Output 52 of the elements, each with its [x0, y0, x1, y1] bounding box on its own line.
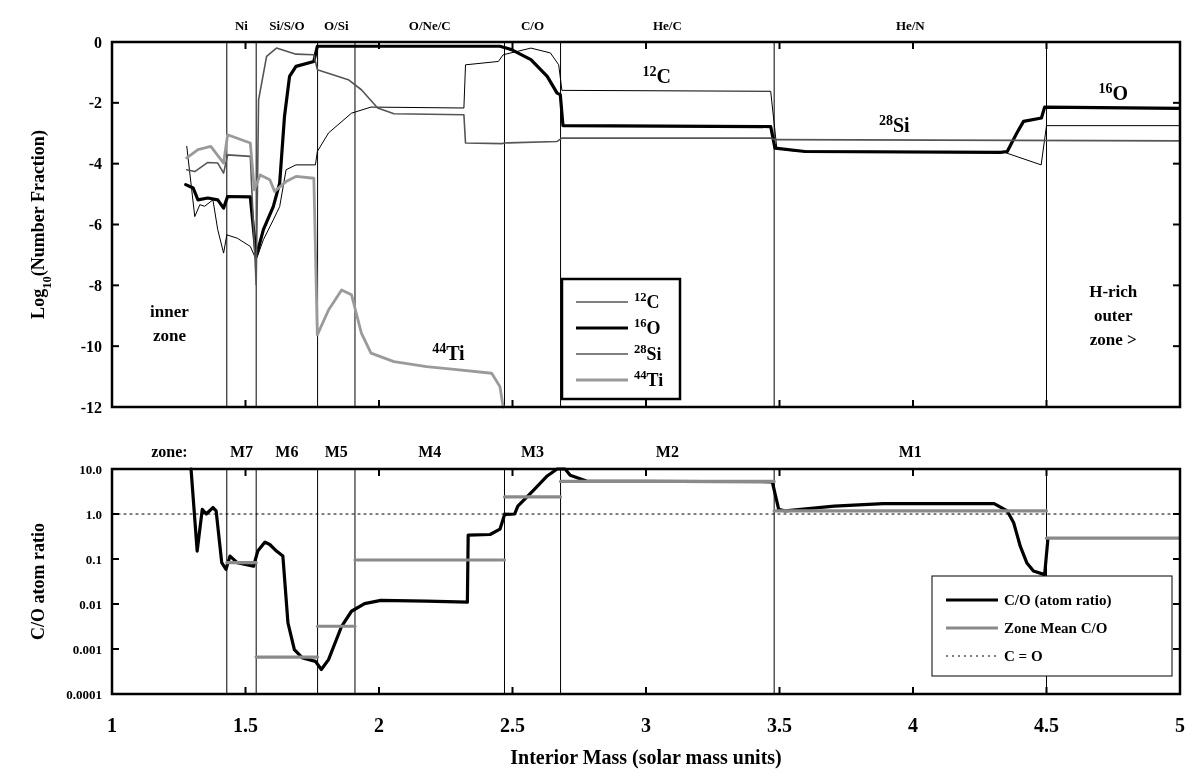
y-tick-label: 0.001: [72, 641, 102, 657]
text: M2: [655, 443, 679, 460]
x-tick-label: 5: [1175, 714, 1185, 736]
legend-label: C/O (atom ratio): [1004, 592, 1112, 610]
annotation: $^{28}$Si: [878, 112, 911, 136]
text: O/Si: [323, 18, 349, 33]
y-tick-label: 0.0001: [66, 686, 102, 702]
y-axis-title: C/O atom ratio: [28, 523, 48, 640]
text: M3: [520, 443, 545, 460]
legend-label: $^{44}$Ti: [634, 368, 664, 391]
y-tick-label: -4: [88, 155, 102, 173]
legend-label: $^{28}$Si: [634, 342, 662, 365]
x-tick-label: 4.5: [1034, 714, 1059, 736]
text: M5: [324, 443, 348, 460]
text: Ni: [234, 18, 249, 33]
y-tick-label: -6: [88, 216, 102, 234]
text: M1: [898, 443, 922, 460]
y-tick-label: -12: [80, 398, 102, 416]
text: M4: [418, 443, 442, 460]
x-tick-label: 3.5: [767, 714, 792, 736]
x-tick-label: 1: [107, 714, 117, 736]
text: M6: [275, 443, 299, 460]
text: He/C: [652, 18, 682, 33]
legend-label: $^{16}$O: [634, 316, 661, 339]
x-tick-label: 4: [908, 714, 918, 736]
x-tick-label: 2: [374, 714, 384, 736]
y-tick-label: 10.0: [79, 461, 102, 477]
annotation: H-rich outer zone >: [1089, 282, 1138, 349]
text: He/N: [895, 18, 926, 33]
y-tick-label: 0.01: [79, 596, 102, 612]
legend-label: $^{12}$C: [634, 290, 660, 313]
annotation: inner zone: [150, 302, 190, 345]
legend-label: C = O: [1004, 648, 1043, 665]
annotation: $^{12}$C: [642, 63, 671, 88]
text: C/O: [520, 18, 545, 33]
y-tick-label: 1.0: [85, 506, 102, 522]
x-tick-label: 1.5: [233, 714, 258, 736]
text: Si/S/O: [269, 18, 305, 33]
text: zone:: [151, 443, 188, 460]
annotation: $^{44}$Ti: [432, 340, 466, 365]
legend-label: Zone Mean C/O: [1004, 620, 1108, 637]
y-tick-label: 0.1: [85, 551, 102, 567]
y-tick-label: -10: [80, 337, 102, 355]
y-tick-label: 0: [94, 33, 102, 51]
x-tick-label: 2.5: [500, 714, 525, 736]
y-tick-label: -8: [88, 276, 102, 294]
y-tick-label: -2: [88, 94, 102, 112]
annotation: $^{16}$O: [1098, 80, 1129, 104]
x-axis-title: Interior Mass (solar mass units): [510, 746, 782, 769]
text: O/Ne/C: [408, 18, 451, 33]
x-tick-label: 3: [641, 714, 651, 736]
text: M7: [229, 443, 254, 460]
